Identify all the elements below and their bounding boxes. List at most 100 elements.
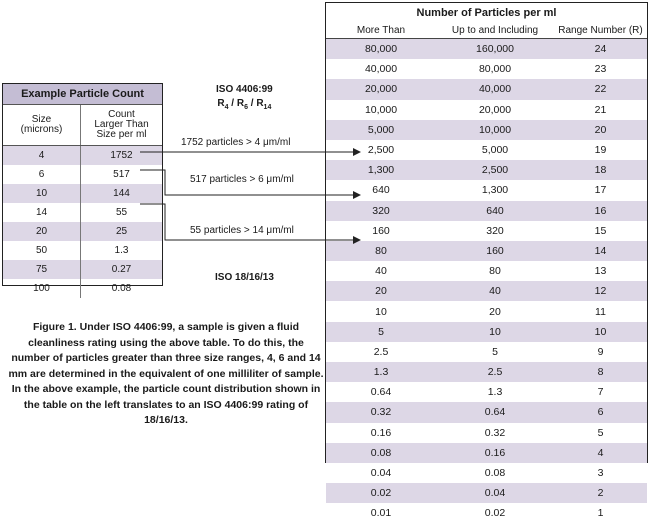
range-number-cell: 16 xyxy=(594,204,607,217)
up-to-cell: 0.64 xyxy=(484,406,506,419)
range-number-cell: 4 xyxy=(597,446,604,459)
table-row: 20 40 12 xyxy=(326,281,647,302)
iso-rating-label: ISO 18/16/13 xyxy=(215,272,274,283)
up-to-cell: 20,000 xyxy=(478,103,512,116)
more-than-cell: 5,000 xyxy=(367,123,395,136)
range-number-cell: 23 xyxy=(594,63,607,76)
more-than-cell: 2.5 xyxy=(373,345,389,358)
table-row: 640 1,300 17 xyxy=(326,180,647,200)
table-row: 0.04 0.08 3 xyxy=(326,463,647,483)
count-cell: 1.3 xyxy=(114,245,129,256)
up-to-cell: 160,000 xyxy=(476,43,514,56)
range-number-cell: 3 xyxy=(597,467,604,480)
up-to-cell: 1.3 xyxy=(487,386,503,399)
range-number-cell: 9 xyxy=(597,345,604,358)
more-than-cell: 40,000 xyxy=(364,63,398,76)
table-row: 0.01 0.02 1 xyxy=(326,503,647,523)
up-to-cell: 640 xyxy=(486,204,504,217)
count-cell: 144 xyxy=(113,188,130,199)
range-number-cell: 8 xyxy=(597,366,604,379)
up-to-cell: 160 xyxy=(486,244,504,257)
more-than-cell: 10,000 xyxy=(364,103,398,116)
range-number-cell: 14 xyxy=(594,244,607,257)
range-number-cell: 10 xyxy=(594,325,607,338)
up-to-cell: 2,500 xyxy=(481,164,509,177)
arrow-14-micron xyxy=(140,203,361,244)
up-to-cell: 0.08 xyxy=(484,467,506,480)
range-number-cell: 17 xyxy=(594,184,607,197)
table-row: 1,300 2,500 18 xyxy=(326,160,647,181)
more-than-cell: 0.64 xyxy=(370,386,392,399)
more-than-cell: 10 xyxy=(375,305,387,318)
table-row: 320 640 16 xyxy=(326,200,647,221)
range-number-cell: 21 xyxy=(594,103,607,116)
table-row: 0.08 0.16 4 xyxy=(326,442,647,463)
table-row: 160 320 15 xyxy=(326,221,647,241)
table-row: 0.02 0.04 2 xyxy=(326,483,647,504)
table-row: 20,000 40,000 22 xyxy=(326,79,647,100)
left-table-body: 4 1752 6 517 10 144 14 55 20 25 50 1.3 75 0.27 100 0.08 xyxy=(3,146,162,298)
table-row: 5,000 10,000 20 xyxy=(326,119,647,140)
more-than-cell: 20 xyxy=(375,285,387,298)
more-than-cell: 0.04 xyxy=(370,467,392,480)
more-than-cell: 40 xyxy=(375,265,387,278)
range-number-cell: 13 xyxy=(594,265,607,278)
more-than-cell: 160 xyxy=(372,224,390,237)
more-than-cell: 0.16 xyxy=(370,426,392,439)
count-cell: 0.27 xyxy=(111,264,132,275)
up-to-cell: 10 xyxy=(489,325,501,338)
up-to-cell: 0.04 xyxy=(484,487,506,500)
table-row: 5 10 10 xyxy=(326,321,647,342)
table-row: 1.3 2.5 8 xyxy=(326,362,647,383)
more-than-cell: 0.32 xyxy=(370,406,392,419)
range-number-cell: 2 xyxy=(597,487,604,500)
size-cell: 50 xyxy=(3,241,81,260)
range-number-cell: 18 xyxy=(594,164,607,177)
annotation-4-micron: 1752 particles > 4 μm/ml xyxy=(181,137,291,148)
range-number-cell: 22 xyxy=(594,83,607,96)
range-number-header: Range Number (R) xyxy=(558,24,643,36)
range-number-cell: 11 xyxy=(595,305,606,318)
table-row: 100 0.08 xyxy=(3,279,162,298)
table-row: 10,000 20,000 21 xyxy=(326,100,647,120)
right-table-header: More Than Up to and Including Range Numb… xyxy=(326,22,647,39)
connector-arrows xyxy=(140,148,361,244)
table-row: 50 1.3 xyxy=(3,241,162,260)
left-table-title: Example Particle Count xyxy=(3,84,162,105)
up-to-cell: 80,000 xyxy=(478,63,512,76)
size-cell: 75 xyxy=(3,260,81,279)
table-row: 6 517 xyxy=(3,165,162,184)
table-row: 14 55 xyxy=(3,203,162,222)
more-than-cell: 0.08 xyxy=(370,446,392,459)
up-to-cell: 0.02 xyxy=(484,507,506,520)
size-cell: 20 xyxy=(3,222,81,241)
more-than-cell: 80 xyxy=(375,244,387,257)
table-row: 40,000 80,000 23 xyxy=(326,59,647,79)
more-than-cell: 80,000 xyxy=(364,43,398,56)
range-number-cell: 7 xyxy=(597,386,604,399)
up-to-cell: 5 xyxy=(492,345,498,358)
table-row: 20 25 xyxy=(3,222,162,241)
up-to-cell: 5,000 xyxy=(481,144,509,157)
table-row: 10 20 11 xyxy=(326,301,647,321)
more-than-cell: 0.01 xyxy=(370,507,392,520)
count-cell: 0.08 xyxy=(111,283,132,294)
more-than-cell: 1.3 xyxy=(373,366,389,379)
size-column-header: Size (microns) xyxy=(3,105,81,145)
table-row: 40 80 13 xyxy=(326,261,647,281)
more-than-cell: 640 xyxy=(372,184,390,197)
more-than-cell: 2,500 xyxy=(367,144,395,157)
count-cell: 1752 xyxy=(110,150,133,161)
up-to-cell: 20 xyxy=(489,305,501,318)
up-to-cell: 80 xyxy=(489,265,501,278)
up-to-cell: 1,300 xyxy=(481,184,509,197)
size-cell: 4 xyxy=(3,146,81,165)
more-than-cell: 1,300 xyxy=(367,164,395,177)
count-column-header: Count Larger Than Size per ml xyxy=(94,109,149,140)
up-to-cell: 2.5 xyxy=(487,366,503,379)
table-row: 0.64 1.3 7 xyxy=(326,382,647,402)
annotation-6-micron: 517 particles > 6 μm/ml xyxy=(190,174,294,185)
annotation-14-micron: 55 particles > 14 μm/ml xyxy=(190,225,294,236)
table-row: 0.32 0.64 6 xyxy=(326,402,647,423)
up-to-cell: 320 xyxy=(486,224,504,237)
